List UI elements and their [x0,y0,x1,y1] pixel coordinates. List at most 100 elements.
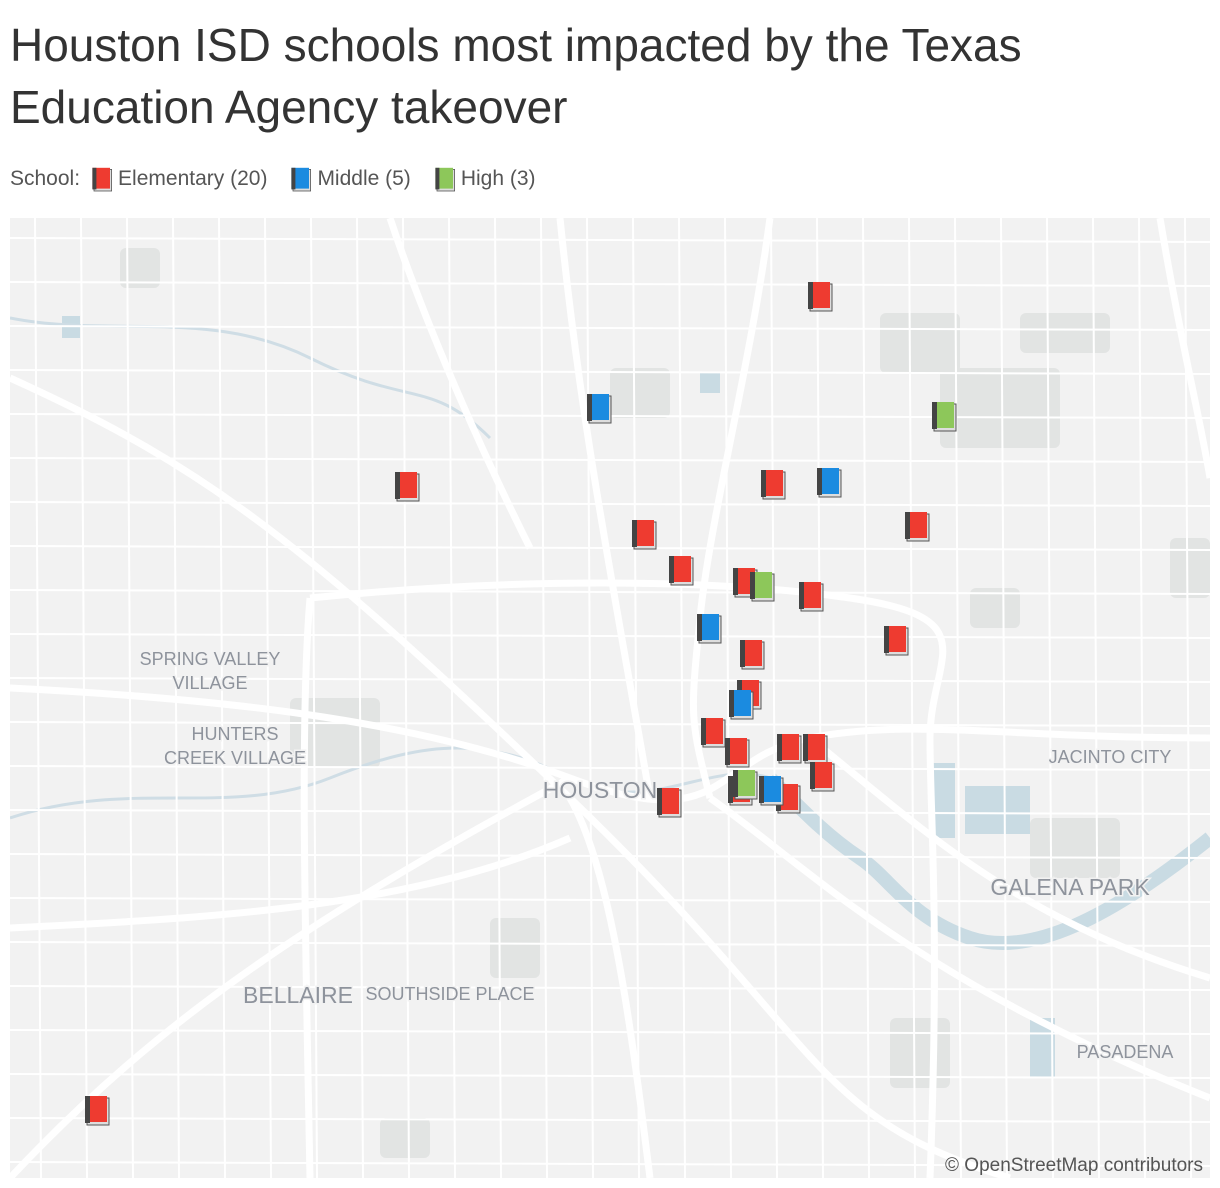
school-marker [810,762,835,792]
freeway [556,218,654,799]
park [1170,538,1210,598]
park [490,918,540,978]
book-cover [810,762,832,788]
legend-icon [291,167,312,192]
street [356,218,364,1178]
freeway [689,218,774,799]
place-label: VILLAGE [172,673,247,693]
bayou [765,773,1210,951]
street [632,218,640,1178]
book-spine [728,776,733,803]
school-marker [725,738,750,768]
place-label: SOUTHSIDE PLACE [365,984,534,1004]
book-spine [808,282,813,309]
school-marker [932,402,957,432]
street [310,218,318,1178]
park [120,248,160,288]
freeway [386,218,534,550]
freeway [10,374,1012,1178]
book-spine [701,718,706,745]
park [610,368,670,418]
school-marker [803,734,828,764]
legend: School: Elementary (20) Middle (5) High (3… [10,166,548,192]
book-cover [740,640,762,666]
freeway [10,834,572,932]
book-spine [932,402,937,429]
book-cover [92,167,111,189]
street [10,325,1210,331]
place-label: GALENA PARK [990,874,1150,900]
bayou [10,746,771,820]
legend-label: School: [10,167,81,190]
freeway [707,795,1210,1102]
book-cover [435,167,453,189]
book-cover [701,718,723,744]
book-cover [733,770,755,796]
freeway [566,796,654,1178]
place-label: HOUSTON [543,777,658,803]
school-marker [761,470,786,500]
street [10,765,1210,771]
book-spine [587,394,592,421]
school-marker [701,718,726,748]
book-spine [697,614,702,641]
street [218,218,226,1178]
street [1046,218,1054,1178]
school-marker [632,520,657,550]
book-cover [905,512,927,538]
school-marker [817,468,842,498]
book-spine [803,734,808,761]
book-cover [632,520,654,546]
school-marker [733,770,758,800]
street [10,501,1210,507]
title: Houston ISD schools most impacted by the… [10,19,1022,133]
book-cover [697,614,719,640]
school-marker [750,572,775,602]
book-cover [657,788,679,814]
book-cover [669,556,691,582]
book-spine [733,568,738,595]
school-marker [905,512,930,542]
book-spine [669,556,674,583]
book-cover [777,734,799,760]
freeway [807,735,1210,982]
street [10,677,1210,683]
freeway [300,597,314,1178]
legend-item: High (3) [433,166,536,192]
school-marker [85,1096,110,1126]
street [10,237,1210,243]
book-spine [435,167,440,190]
book-spine [884,626,889,653]
school-marker [657,788,682,818]
school-marker [759,776,784,806]
book-spine [799,582,804,609]
legend-text: Middle (5) [317,167,411,190]
book-cover [85,1096,107,1122]
school-marker [92,167,113,192]
book-spine [740,640,745,667]
book-spine [725,738,730,765]
street [494,218,502,1178]
school-marker [435,167,455,192]
school-marker [291,167,312,192]
park [1020,313,1110,353]
street [954,218,962,1178]
book-spine [92,167,97,190]
street [1092,218,1100,1178]
book-spine [810,762,815,789]
street [540,218,548,1178]
street [10,589,1210,595]
park [940,368,1060,448]
place-label: BELLAIRE [243,982,353,1008]
street [34,218,42,1178]
park [970,588,1020,628]
legend-text: Elementary (20) [118,167,268,190]
street [1184,218,1192,1178]
water [700,373,720,393]
book-spine [395,472,400,499]
street [10,281,1210,287]
book-cover [884,626,906,652]
street [724,218,732,1178]
place-label: SPRING VALLEY [140,649,281,669]
